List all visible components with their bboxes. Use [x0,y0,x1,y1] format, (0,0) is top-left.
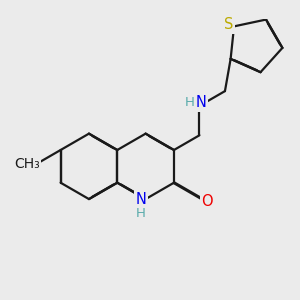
Text: H: H [185,96,195,109]
Text: CH₃: CH₃ [14,157,40,171]
Text: H: H [136,207,146,220]
Text: S: S [224,17,234,32]
Text: O: O [202,194,213,209]
Text: N: N [196,95,206,110]
Text: N: N [135,192,146,207]
